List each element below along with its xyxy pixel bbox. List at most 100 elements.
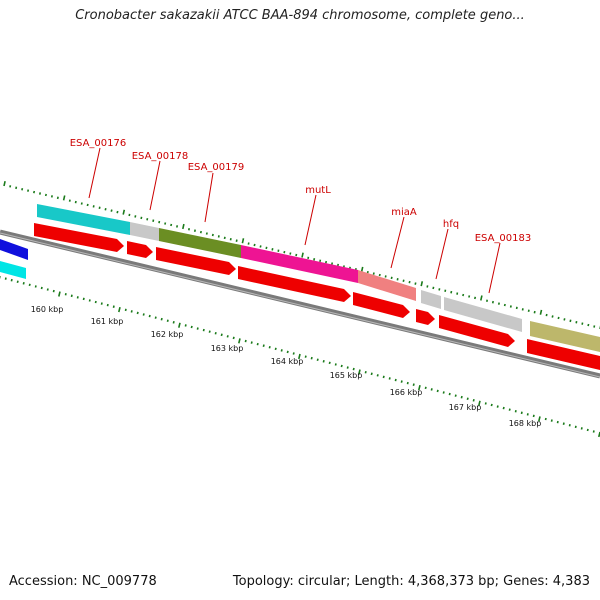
- minor-tick: [130, 310, 133, 313]
- minor-tick: [438, 288, 441, 291]
- minor-tick: [193, 229, 196, 232]
- minor-tick: [502, 406, 505, 410]
- minor-tick: [414, 282, 417, 285]
- minor-tick: [316, 358, 319, 362]
- minor-tick: [331, 262, 334, 265]
- minor-tick: [170, 223, 173, 227]
- cds-arrow-hfq[interactable]: [416, 309, 435, 325]
- major-tick: [301, 252, 304, 258]
- gene-label-hfq[interactable]: hfq: [443, 219, 459, 230]
- feature-cyan-esa00176[interactable]: [37, 204, 130, 235]
- leader-esa00178: [149, 160, 161, 211]
- minor-tick: [370, 372, 373, 376]
- gene-label-esa00176[interactable]: ESA_00176: [70, 138, 127, 149]
- feature-grey-esa00178[interactable]: [130, 222, 159, 241]
- gene-label-esa00178[interactable]: ESA_00178: [132, 151, 189, 162]
- minor-tick: [569, 319, 572, 323]
- feature-grey-hfq[interactable]: [421, 290, 441, 309]
- minor-tick: [283, 250, 286, 254]
- minor-tick: [292, 352, 295, 355]
- minor-tick: [325, 260, 328, 264]
- minor-tick: [205, 232, 208, 235]
- cds-arrow-esa00183[interactable]: [439, 315, 515, 347]
- minor-tick: [164, 222, 167, 225]
- cds-arrow-esa00179[interactable]: [156, 247, 236, 275]
- gene-label-esa00179[interactable]: ESA_00179: [188, 162, 245, 173]
- minor-tick: [76, 296, 79, 299]
- leader-miaa: [390, 216, 405, 269]
- minor-tick: [196, 327, 199, 330]
- minor-tick: [274, 347, 277, 351]
- feature-grey-esa00183[interactable]: [444, 297, 522, 332]
- gene-label-esa00183[interactable]: ESA_00183: [475, 233, 532, 244]
- minor-tick: [223, 236, 226, 240]
- minor-tick: [400, 380, 403, 383]
- feature-olive-esa00179[interactable]: [159, 228, 241, 258]
- feature-khaki[interactable]: [530, 321, 600, 352]
- minor-tick: [70, 294, 73, 298]
- minor-tick: [262, 344, 265, 348]
- minor-tick: [442, 391, 445, 394]
- minor-tick: [450, 290, 453, 294]
- minor-tick: [86, 203, 89, 207]
- minor-tick: [390, 276, 393, 280]
- cds-arrow-mutl[interactable]: [238, 266, 351, 302]
- cds-arrow-esa00178[interactable]: [127, 241, 153, 258]
- gene-label-miaa[interactable]: miaA: [391, 207, 417, 218]
- scale-label-161: 161 kbp: [91, 317, 124, 326]
- minor-tick: [44, 193, 47, 197]
- feature-blue[interactable]: [0, 239, 28, 260]
- gene-label-leaders: [88, 147, 501, 294]
- minor-tick: [136, 311, 139, 315]
- minor-tick: [334, 363, 337, 366]
- major-tick: [420, 281, 424, 287]
- major-tick: [298, 353, 301, 360]
- minor-tick: [568, 424, 571, 427]
- minor-tick: [581, 322, 584, 325]
- minor-tick: [406, 381, 409, 385]
- leader-hfq: [435, 228, 449, 280]
- minor-tick: [378, 273, 381, 277]
- minor-tick: [280, 349, 283, 352]
- feature-salmon-miaa[interactable]: [358, 270, 416, 301]
- cds-arrow-esa00176[interactable]: [34, 223, 124, 252]
- minor-tick: [28, 283, 31, 287]
- major-tick: [241, 238, 245, 244]
- minor-tick: [462, 293, 465, 297]
- feature-aqua[interactable]: [0, 261, 26, 279]
- major-tick: [178, 322, 181, 328]
- minor-tick: [448, 392, 451, 396]
- scale-label-163: 163 kbp: [211, 344, 244, 353]
- minor-tick: [319, 259, 322, 262]
- minor-tick: [313, 258, 316, 261]
- minor-tick: [402, 279, 405, 282]
- minor-tick: [551, 315, 554, 318]
- major-tick: [118, 307, 121, 313]
- gene-label-mutl[interactable]: mutL: [305, 185, 331, 196]
- minor-tick: [94, 300, 97, 304]
- major-tick: [360, 266, 364, 272]
- minor-tick: [265, 246, 268, 250]
- minor-tick: [310, 356, 313, 360]
- minor-tick: [454, 394, 457, 397]
- minor-tick: [226, 335, 229, 338]
- cds-arrow-miaa[interactable]: [353, 292, 410, 318]
- minor-tick: [232, 336, 235, 340]
- major-tick: [358, 369, 361, 375]
- minor-tick: [235, 239, 238, 242]
- feature-magenta-mutl[interactable]: [241, 245, 358, 283]
- cds-arrow-right[interactable]: [527, 339, 600, 370]
- minor-tick: [484, 402, 487, 405]
- leader-esa00176: [88, 147, 101, 199]
- minor-tick: [328, 361, 331, 365]
- minor-tick: [166, 319, 169, 322]
- minor-tick: [259, 245, 262, 248]
- minor-tick: [184, 324, 187, 327]
- map-title: Cronobacter sakazakii ATCC BAA-894 chrom…: [75, 8, 525, 23]
- minor-tick: [472, 398, 475, 402]
- minor-tick: [244, 339, 247, 343]
- minor-tick: [364, 370, 367, 374]
- minor-tick: [88, 299, 91, 302]
- minor-tick: [580, 427, 583, 430]
- minor-tick: [124, 308, 127, 312]
